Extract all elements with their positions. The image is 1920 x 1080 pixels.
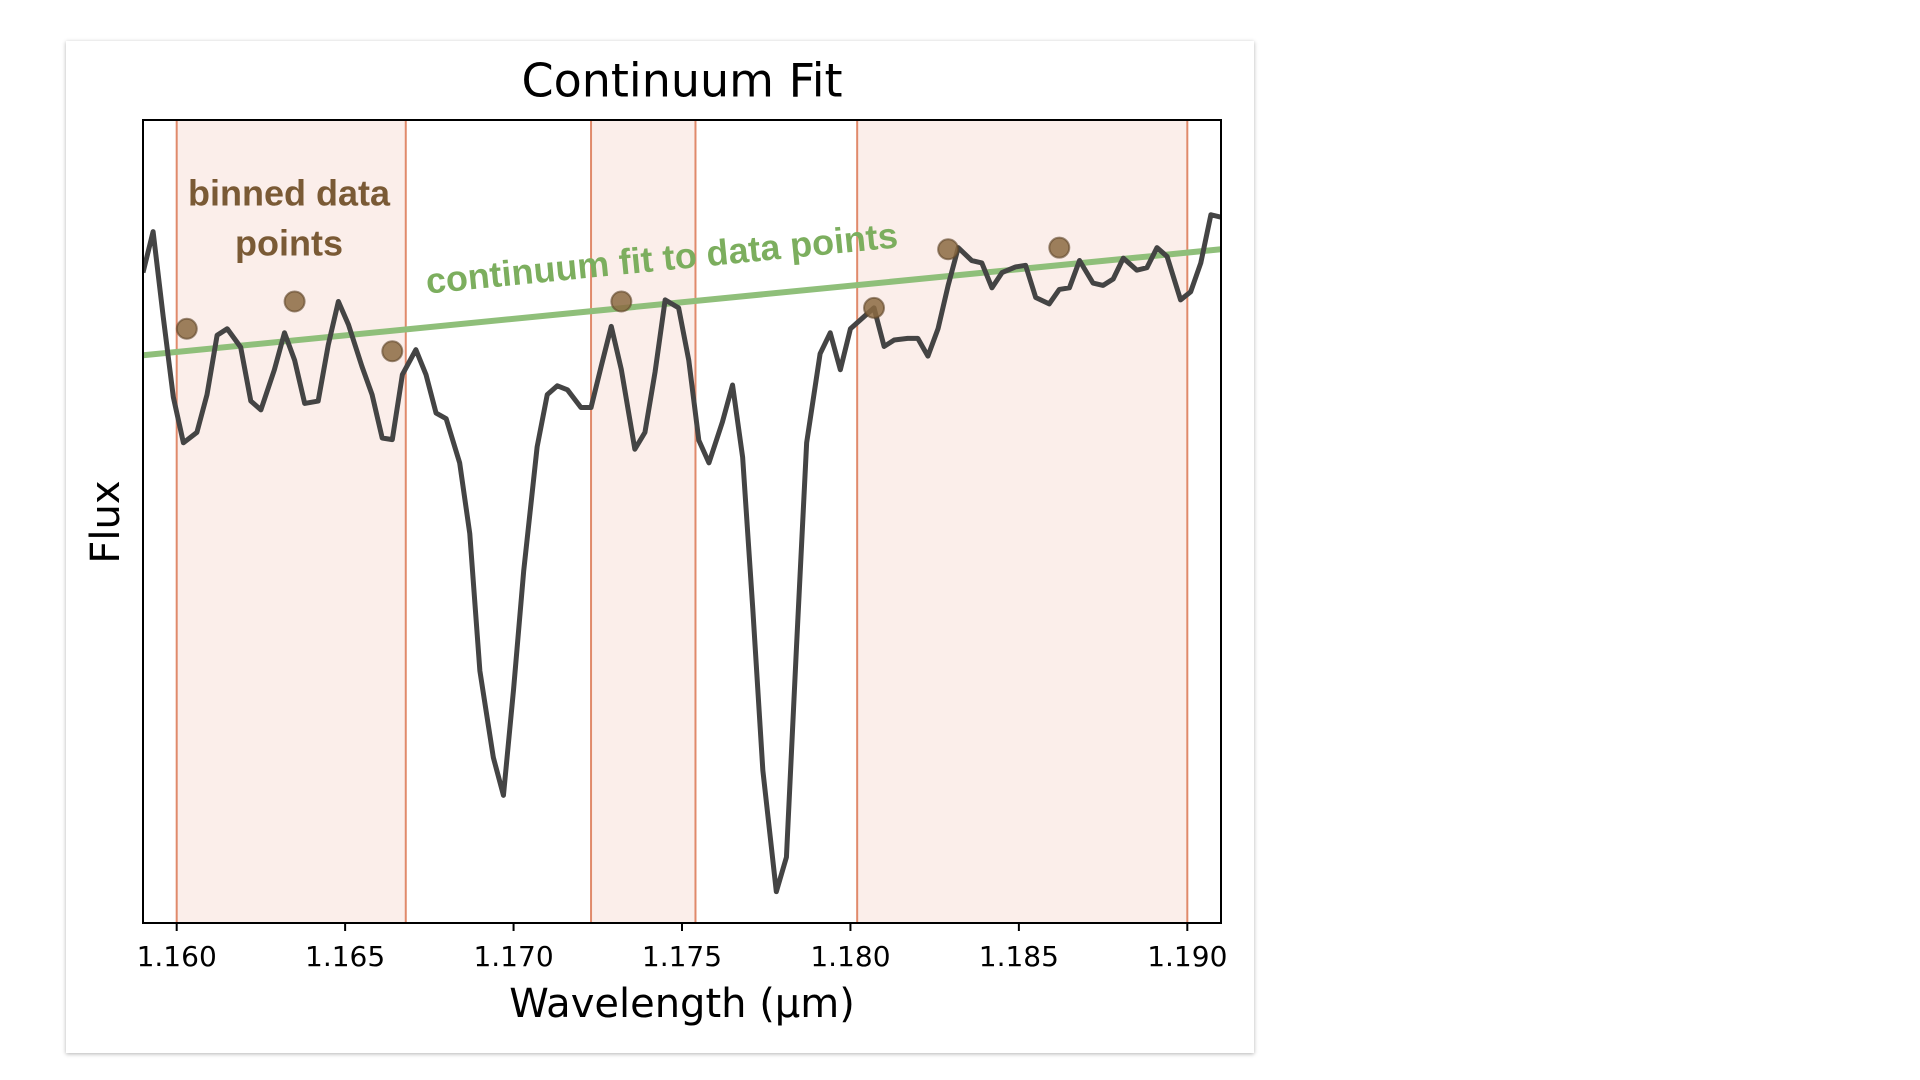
x-tick-label: 1.160: [137, 940, 217, 973]
x-tick-label: 1.175: [642, 940, 722, 973]
x-tick-label: 1.180: [810, 940, 890, 973]
card: [66, 41, 1254, 1053]
binned-point: [863, 296, 886, 319]
x-tick-label: 1.190: [1147, 940, 1227, 973]
binned-annotation: binned data: [188, 173, 391, 214]
x-tick-label: 1.185: [979, 940, 1059, 973]
x-axis-label: Wavelength (µm): [509, 981, 855, 1027]
binned-point: [381, 340, 404, 363]
spectrum-line: [143, 212, 1221, 895]
binned-point: [1048, 236, 1071, 259]
binned-point: [175, 317, 198, 340]
region: [176, 120, 406, 923]
x-tick-label: 1.170: [473, 940, 553, 973]
fit-line: [143, 246, 1221, 359]
y-axis-label: Flux: [83, 480, 129, 563]
plot-area: [143, 120, 1221, 923]
binned-point: [283, 290, 306, 313]
chart-title: Continuum Fit: [521, 54, 842, 108]
binned-point: [937, 238, 960, 261]
binned-point: [610, 290, 633, 313]
region: [591, 120, 696, 923]
binned-annotation: points: [235, 223, 343, 264]
region: [857, 120, 1188, 923]
x-tick-label: 1.165: [305, 940, 385, 973]
